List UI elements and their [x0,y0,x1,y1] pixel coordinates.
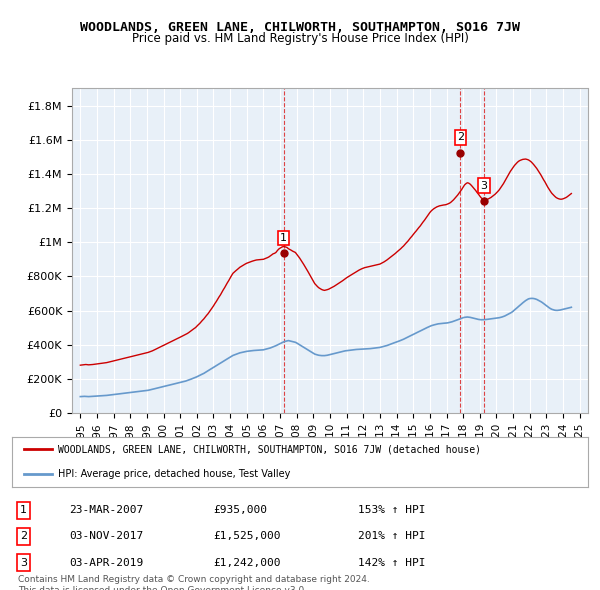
Text: 1: 1 [280,233,287,243]
Text: 3: 3 [481,181,487,191]
Text: WOODLANDS, GREEN LANE, CHILWORTH, SOUTHAMPTON, SO16 7JW: WOODLANDS, GREEN LANE, CHILWORTH, SOUTHA… [80,21,520,34]
Text: 3: 3 [20,558,27,568]
Text: £1,242,000: £1,242,000 [214,558,281,568]
Text: Contains HM Land Registry data © Crown copyright and database right 2024.
This d: Contains HM Land Registry data © Crown c… [18,575,370,590]
Text: HPI: Average price, detached house, Test Valley: HPI: Average price, detached house, Test… [58,469,290,479]
Text: £935,000: £935,000 [214,505,268,515]
Text: 153% ↑ HPI: 153% ↑ HPI [358,505,425,515]
Text: 1: 1 [20,505,27,515]
Text: 2: 2 [20,532,27,542]
Text: Price paid vs. HM Land Registry's House Price Index (HPI): Price paid vs. HM Land Registry's House … [131,32,469,45]
Text: 23-MAR-2007: 23-MAR-2007 [70,505,144,515]
Text: 201% ↑ HPI: 201% ↑ HPI [358,532,425,542]
Text: 142% ↑ HPI: 142% ↑ HPI [358,558,425,568]
Text: £1,525,000: £1,525,000 [214,532,281,542]
Text: 03-APR-2019: 03-APR-2019 [70,558,144,568]
Text: 2: 2 [457,132,464,142]
Text: WOODLANDS, GREEN LANE, CHILWORTH, SOUTHAMPTON, SO16 7JW (detached house): WOODLANDS, GREEN LANE, CHILWORTH, SOUTHA… [58,444,481,454]
Text: 03-NOV-2017: 03-NOV-2017 [70,532,144,542]
